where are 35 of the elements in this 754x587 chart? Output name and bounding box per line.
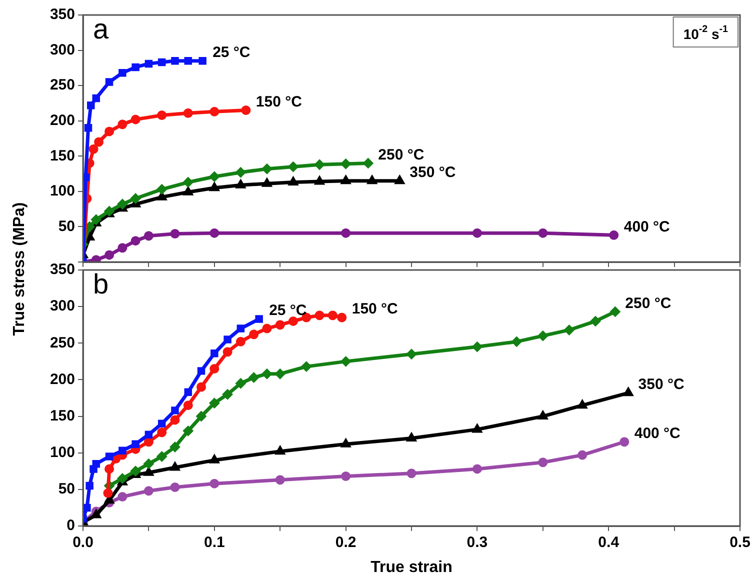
annotation: b bbox=[93, 268, 109, 300]
x-tick-label: 0.1 bbox=[204, 534, 225, 552]
x-tick-label: 0.4 bbox=[598, 534, 620, 552]
y-tick-label: 100 bbox=[50, 182, 75, 200]
y-tick-label: 150 bbox=[50, 147, 75, 164]
series-label: 350 °C bbox=[410, 164, 456, 181]
series-label: 150 °C bbox=[352, 300, 398, 318]
y-tick-label: 350 bbox=[50, 261, 75, 278]
y-tick-label: 100 bbox=[50, 444, 75, 461]
y-tick-label: 200 bbox=[50, 112, 75, 129]
series-label: 150 °C bbox=[256, 93, 302, 110]
series-label: 350 °C bbox=[638, 376, 685, 394]
y-tick-label: 50 bbox=[58, 218, 75, 235]
y-tick-label: 150 bbox=[50, 407, 75, 424]
y-tick-label: 300 bbox=[50, 298, 75, 315]
x-tick-label: 0.0 bbox=[72, 534, 94, 552]
y-tick-label: 250 bbox=[50, 76, 75, 94]
y-tick-label: 300 bbox=[50, 41, 75, 58]
x-axis-title: True strain bbox=[370, 558, 452, 576]
y-tick-label: 50 bbox=[58, 480, 75, 498]
y-tick-label: 200 bbox=[50, 370, 75, 388]
series-label: 250 °C bbox=[625, 294, 672, 312]
y-tick-label: 250 bbox=[50, 334, 75, 352]
y-axis-title: True stress (MPa) bbox=[11, 201, 29, 338]
x-tick-label: 0.5 bbox=[730, 534, 750, 552]
series-label: 25 °C bbox=[212, 44, 250, 62]
series-label: 400 °C bbox=[624, 218, 670, 236]
x-tick-label: 0.3 bbox=[466, 534, 488, 552]
y-tick-label: 0 bbox=[66, 517, 75, 534]
annotation: a bbox=[93, 14, 109, 45]
y-tick-label: 350 bbox=[50, 6, 75, 24]
series-label: 250 °C bbox=[378, 146, 424, 164]
x-tick-label: 0.2 bbox=[335, 534, 356, 552]
series-label: 25 °C bbox=[269, 302, 307, 320]
series-label: 400 °C bbox=[634, 425, 681, 442]
